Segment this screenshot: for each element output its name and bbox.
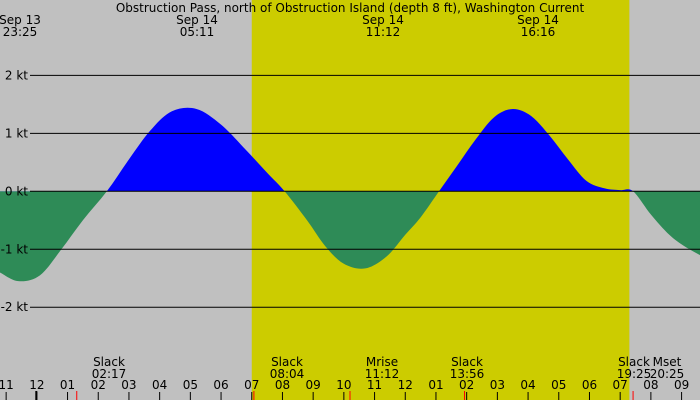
event-label: Mset <box>653 355 682 369</box>
chart-title: Obstruction Pass, north of Obstruction I… <box>116 1 585 15</box>
x-tick-label: 09 <box>306 378 321 392</box>
x-tick-label: 03 <box>121 378 136 392</box>
event-time: 11:12 <box>365 367 400 381</box>
event-time: 08:04 <box>270 367 305 381</box>
y-axis-labels: 2 kt 1 kt 0 kt -1 kt -2 kt <box>1 68 29 314</box>
x-tick-label: 10 <box>336 378 351 392</box>
x-tick-label: 08 <box>643 378 658 392</box>
x-tick-label: 02 <box>91 378 106 392</box>
y-tick-label: -1 kt <box>1 242 29 256</box>
event-time: 19:25 <box>617 367 652 381</box>
gridlines <box>30 74 700 308</box>
x-tick-label: 01 <box>428 378 443 392</box>
x-tick-label: 01 <box>60 378 75 392</box>
event-label: Slack <box>93 355 125 369</box>
event-time: 02:17 <box>92 367 127 381</box>
event-markers <box>35 391 634 400</box>
event-label: Slack <box>451 355 483 369</box>
x-tick-label: 06 <box>582 378 597 392</box>
x-tick-label: 07 <box>613 378 628 392</box>
flood-area <box>0 107 700 192</box>
current-areas <box>0 107 700 282</box>
x-tick-label: 12 <box>29 378 44 392</box>
x-tick-label: 06 <box>213 378 228 392</box>
y-tick-label: 1 kt <box>5 126 28 140</box>
x-tick-label: 04 <box>152 378 167 392</box>
x-tick-label: 12 <box>398 378 413 392</box>
x-tick-label: 08 <box>275 378 290 392</box>
x-tick-label: 09 <box>674 378 689 392</box>
top-date-label: Sep 14 <box>176 13 218 27</box>
x-tick-label: 04 <box>520 378 535 392</box>
top-date-label: Sep 14 <box>362 13 404 27</box>
x-tick-label: 05 <box>551 378 566 392</box>
y-tick-label: 0 kt <box>5 184 28 198</box>
x-tick-label: 07 <box>244 378 259 392</box>
x-tick-label: 11 <box>0 378 14 392</box>
x-axis-ticks: 11 12 01 02 03 04 05 06 07 08 09 10 11 12 01 02 03 04 05 06… <box>0 378 689 400</box>
now-marker <box>35 391 38 400</box>
x-tick-label: 03 <box>490 378 505 392</box>
event-label: Mrise <box>366 355 398 369</box>
top-time-label: 11:12 <box>366 25 401 39</box>
y-tick-label: -2 kt <box>1 300 29 314</box>
top-time-label: 16:16 <box>521 25 556 39</box>
top-date-label: Sep 13 <box>0 13 41 27</box>
event-time: 20:25 <box>650 367 685 381</box>
top-time-label: 05:11 <box>180 25 215 39</box>
x-tick-label: 11 <box>367 378 382 392</box>
x-tick-label: 02 <box>459 378 474 392</box>
y-tick-label: 2 kt <box>5 68 28 82</box>
top-date-label: Sep 14 <box>517 13 559 27</box>
x-tick-label: 05 <box>183 378 198 392</box>
event-label: Slack <box>618 355 650 369</box>
ebb-area <box>0 191 700 282</box>
event-label: Slack <box>271 355 303 369</box>
event-time: 13:56 <box>450 367 485 381</box>
top-time-label: 23:25 <box>3 25 38 39</box>
